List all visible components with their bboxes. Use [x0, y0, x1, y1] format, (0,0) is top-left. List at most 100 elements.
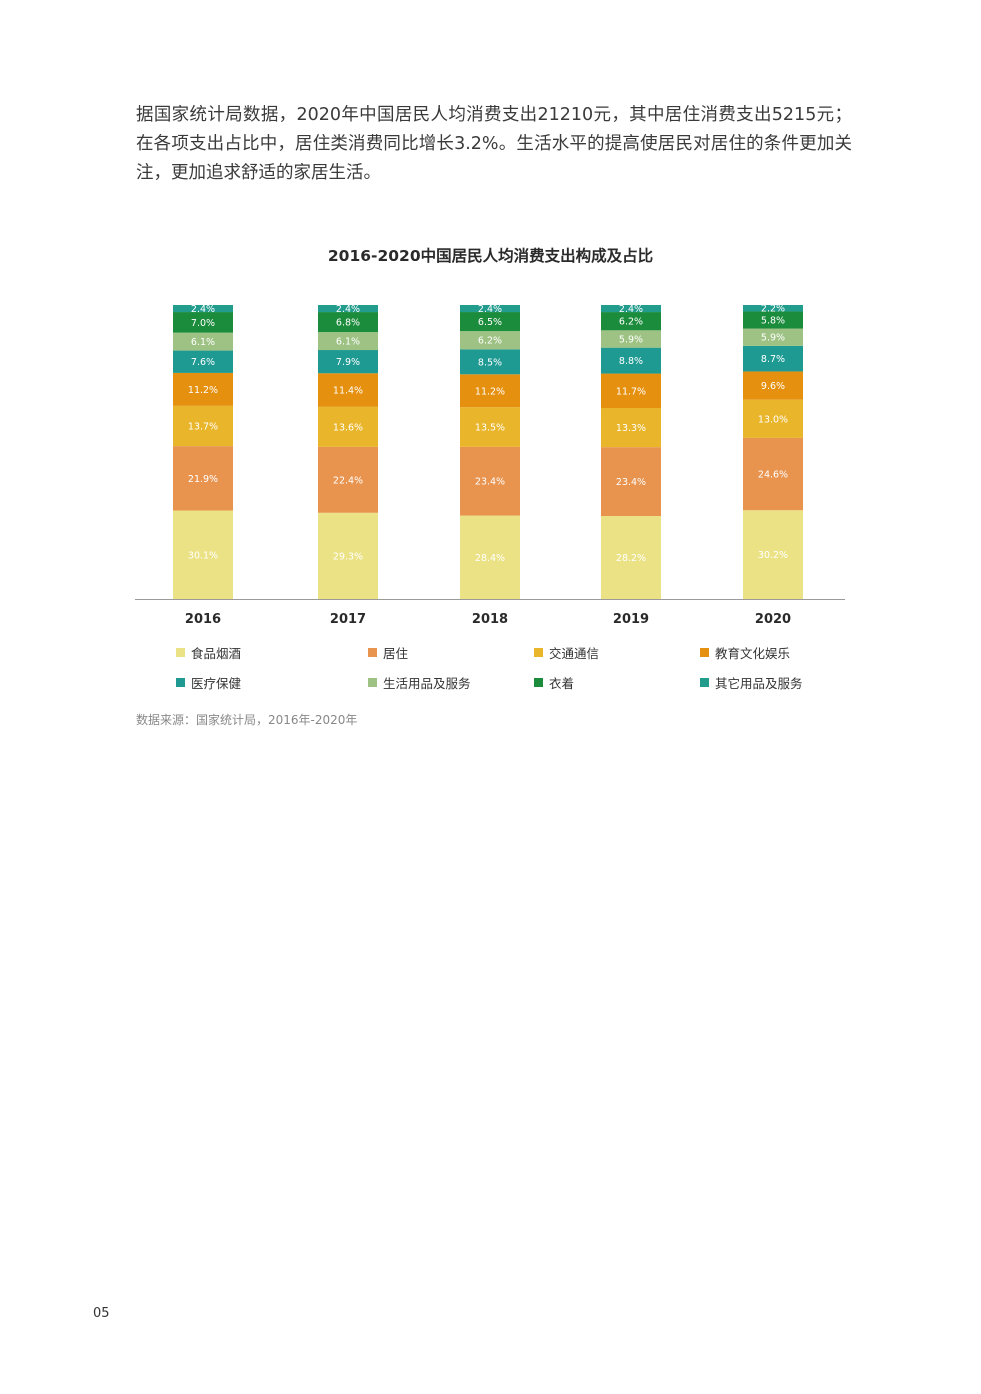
- bar-segment: [601, 408, 661, 448]
- bar-segment: [460, 407, 520, 447]
- bar-segment: [743, 345, 803, 372]
- data-label: 7.9%: [336, 357, 360, 368]
- bar-segment: [743, 311, 803, 329]
- bar-segment: [743, 371, 803, 400]
- data-label: 29.3%: [333, 551, 363, 562]
- data-label: 24.6%: [758, 470, 788, 481]
- bar-segment: [460, 446, 520, 516]
- bar-segment: [173, 350, 233, 373]
- data-label: 7.0%: [191, 318, 215, 329]
- bar-segment: [743, 437, 803, 511]
- bar-segment: [318, 406, 378, 447]
- chart-title: 2016-2020中国居民人均消费支出构成及占比: [327, 247, 654, 265]
- bar-segment: [318, 373, 378, 407]
- intro-paragraph: 据国家统计局数据，2020年中国居民人均消费支出21210元，其中居住消费支出5…: [136, 105, 852, 183]
- data-label: 28.4%: [475, 553, 505, 564]
- bar-segment: [173, 305, 233, 313]
- bar-segment: [173, 332, 233, 351]
- data-label: 13.5%: [475, 423, 505, 434]
- bar-segment: [460, 305, 520, 313]
- data-label: 2.4%: [336, 304, 360, 315]
- data-label: 23.4%: [475, 477, 505, 488]
- legend-swatch: [368, 648, 377, 657]
- data-label: 2.4%: [619, 304, 643, 315]
- data-label: 2.4%: [478, 304, 502, 315]
- data-label: 2.4%: [191, 304, 215, 315]
- bar-segment: [318, 446, 378, 513]
- legend-item: 医疗保健: [176, 673, 241, 692]
- data-label: 8.8%: [619, 356, 643, 367]
- data-label: 11.4%: [333, 386, 363, 397]
- x-tick-label: 2020: [755, 612, 791, 627]
- page-number: 05: [93, 1306, 110, 1321]
- legend-item: 其它用品及服务: [700, 673, 803, 692]
- legend-swatch: [368, 678, 377, 687]
- bar-segment: [601, 447, 661, 517]
- legend-swatch: [534, 648, 543, 657]
- data-source-note: 数据来源：国家统计局，2016年-2020年: [136, 713, 358, 727]
- bar-segment: [460, 331, 520, 350]
- data-label: 11.2%: [188, 385, 218, 396]
- bar-segment: [601, 305, 661, 313]
- legend-item: 教育文化娱乐: [700, 643, 790, 662]
- legend-label: 生活用品及服务: [383, 676, 471, 691]
- bar-segment: [318, 350, 378, 374]
- data-label: 28.2%: [616, 553, 646, 564]
- data-label: 11.2%: [475, 386, 505, 397]
- bar-segment: [318, 512, 378, 599]
- data-label: 30.1%: [188, 550, 218, 561]
- x-tick-label: 2018: [472, 612, 508, 627]
- bar-segment: [460, 312, 520, 332]
- data-label: 5.9%: [619, 334, 643, 345]
- legend-label: 交通通信: [549, 646, 600, 661]
- bar-segment: [743, 305, 803, 312]
- legend-label: 食品烟酒: [191, 646, 242, 661]
- data-label: 8.5%: [478, 357, 502, 368]
- legend-swatch: [176, 678, 185, 687]
- legend-label: 教育文化娱乐: [715, 646, 791, 661]
- bar-segment: [601, 373, 661, 409]
- bar-segment: [318, 332, 378, 351]
- data-label: 2.2%: [761, 304, 785, 315]
- stacked-bar-chart: 30.1% 21.9% 13.7% 11.2% 7.6% 6.1% 7.0% 2.4% 2016…: [135, 304, 845, 627]
- legend-item: 交通通信: [534, 643, 599, 662]
- bar-segment: [173, 312, 233, 333]
- data-label: 11.7%: [616, 386, 646, 397]
- data-label: 6.2%: [478, 336, 502, 347]
- bar-segment: [601, 516, 661, 599]
- legend-label: 医疗保健: [191, 676, 242, 691]
- data-label: 6.2%: [619, 317, 643, 328]
- data-label: 30.2%: [758, 550, 788, 561]
- legend-item: 食品烟酒: [176, 643, 241, 662]
- data-label: 21.9%: [188, 474, 218, 485]
- bar-segment: [460, 515, 520, 599]
- bar-segment: [601, 347, 661, 374]
- bar-segment: [743, 328, 803, 346]
- data-label: 5.8%: [761, 315, 785, 326]
- legend-swatch: [700, 678, 709, 687]
- bar-segment: [318, 305, 378, 313]
- data-label: 13.6%: [333, 422, 363, 433]
- bar-segment: [173, 405, 233, 447]
- data-label: 23.4%: [616, 477, 646, 488]
- bar-segment: [173, 510, 233, 599]
- bar-segment: [743, 510, 803, 599]
- legend-item: 生活用品及服务: [368, 673, 471, 692]
- data-label: 6.5%: [478, 317, 502, 328]
- bar-segment: [460, 374, 520, 408]
- data-label: 9.6%: [761, 381, 785, 392]
- bar-segment: [173, 372, 233, 406]
- x-tick-label: 2016: [185, 612, 221, 627]
- data-label: 5.9%: [761, 333, 785, 344]
- data-label: 13.0%: [758, 414, 788, 425]
- data-label: 6.1%: [336, 337, 360, 348]
- bar-segment: [601, 330, 661, 348]
- x-tick-label: 2017: [330, 612, 366, 627]
- data-label: 7.6%: [191, 357, 215, 368]
- legend-swatch: [700, 648, 709, 657]
- data-label: 13.3%: [616, 423, 646, 434]
- data-label: 6.1%: [191, 337, 215, 348]
- data-label: 6.8%: [336, 318, 360, 329]
- bar-segment: [460, 349, 520, 375]
- legend-label: 其它用品及服务: [715, 676, 803, 691]
